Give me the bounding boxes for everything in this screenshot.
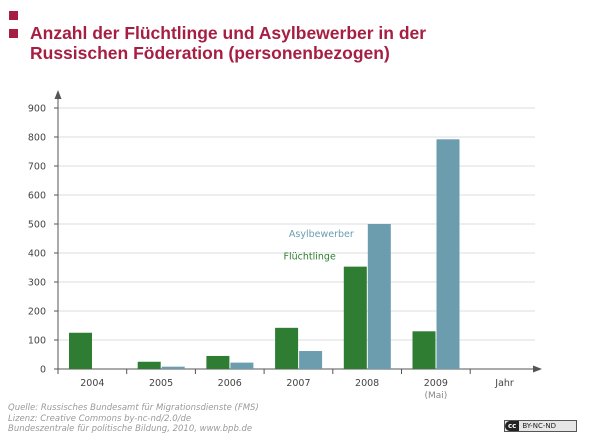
y-tick-label: 200 xyxy=(28,307,46,318)
bar-asylbewerber xyxy=(367,224,391,369)
series-label-fluechtlinge: Flüchtlinge xyxy=(284,252,336,263)
cc-license-text: BY-NC-ND xyxy=(522,422,556,430)
bar-asylbewerber xyxy=(299,351,323,369)
source-note: Quelle: Russisches Bundesamt für Migrati… xyxy=(8,403,259,435)
source-line: Quelle: Russisches Bundesamt für Migrati… xyxy=(8,403,259,413)
y-tick-label: 800 xyxy=(28,133,46,144)
x-axis-arrow xyxy=(533,365,542,373)
bar-asylbewerber xyxy=(230,362,254,369)
series-label-asylbewerber: Asylbewerber xyxy=(289,229,354,240)
x-tick-label: 2004 xyxy=(80,378,104,389)
y-tick-label: 400 xyxy=(28,249,46,260)
bar-fluechtlinge xyxy=(69,332,92,369)
y-tick-label: 0 xyxy=(40,365,46,376)
publisher-line: Bundeszentrale für politische Bildung, 2… xyxy=(8,424,253,434)
bar-asylbewerber xyxy=(161,366,185,369)
bar-fluechtlinge xyxy=(343,266,367,369)
y-tick-label: 100 xyxy=(28,336,46,347)
bar-chart: 0 100 200 300 400 500 600 700 800 900 2004 2005 2006… xyxy=(28,90,542,400)
chart-title-line-2: Russischen Föderation (personenbezogen) xyxy=(30,43,390,63)
bar-fluechtlinge xyxy=(137,361,161,369)
title-marker-top xyxy=(9,11,18,20)
x-tick-label: 2009 xyxy=(424,378,448,389)
bar-fluechtlinge xyxy=(412,331,436,369)
bar-fluechtlinge xyxy=(206,355,230,369)
x-tick-label: 2006 xyxy=(218,378,242,389)
y-tick-label: 600 xyxy=(28,191,46,202)
x-tick-label: 2005 xyxy=(149,378,173,389)
chart-title: Anzahl der Flüchtlinge und Asylbewerber … xyxy=(30,23,580,63)
x-tick-label: 2007 xyxy=(286,378,310,389)
x-axis-end-label: Jahr xyxy=(494,378,514,389)
cc-icon: cc xyxy=(505,421,520,431)
bar-fluechtlinge xyxy=(275,327,299,369)
chart-title-line-1: Anzahl der Flüchtlinge und Asylbewerber … xyxy=(30,23,427,43)
y-tick-label: 700 xyxy=(28,162,46,173)
cc-license-badge[interactable]: cc BY-NC-ND xyxy=(504,420,577,432)
license-line: Lizenz: Creative Commons by-nc-nd/2.0/de xyxy=(8,413,192,424)
title-marker xyxy=(9,29,18,38)
y-tick-label: 300 xyxy=(28,278,46,289)
x-tick-sublabel: (Mai) xyxy=(424,391,447,400)
y-axis-arrow xyxy=(54,90,62,99)
y-tick-label: 500 xyxy=(28,220,46,231)
x-tick-label: 2008 xyxy=(355,378,379,389)
bar-asylbewerber xyxy=(436,139,460,369)
y-tick-label: 900 xyxy=(28,104,46,115)
